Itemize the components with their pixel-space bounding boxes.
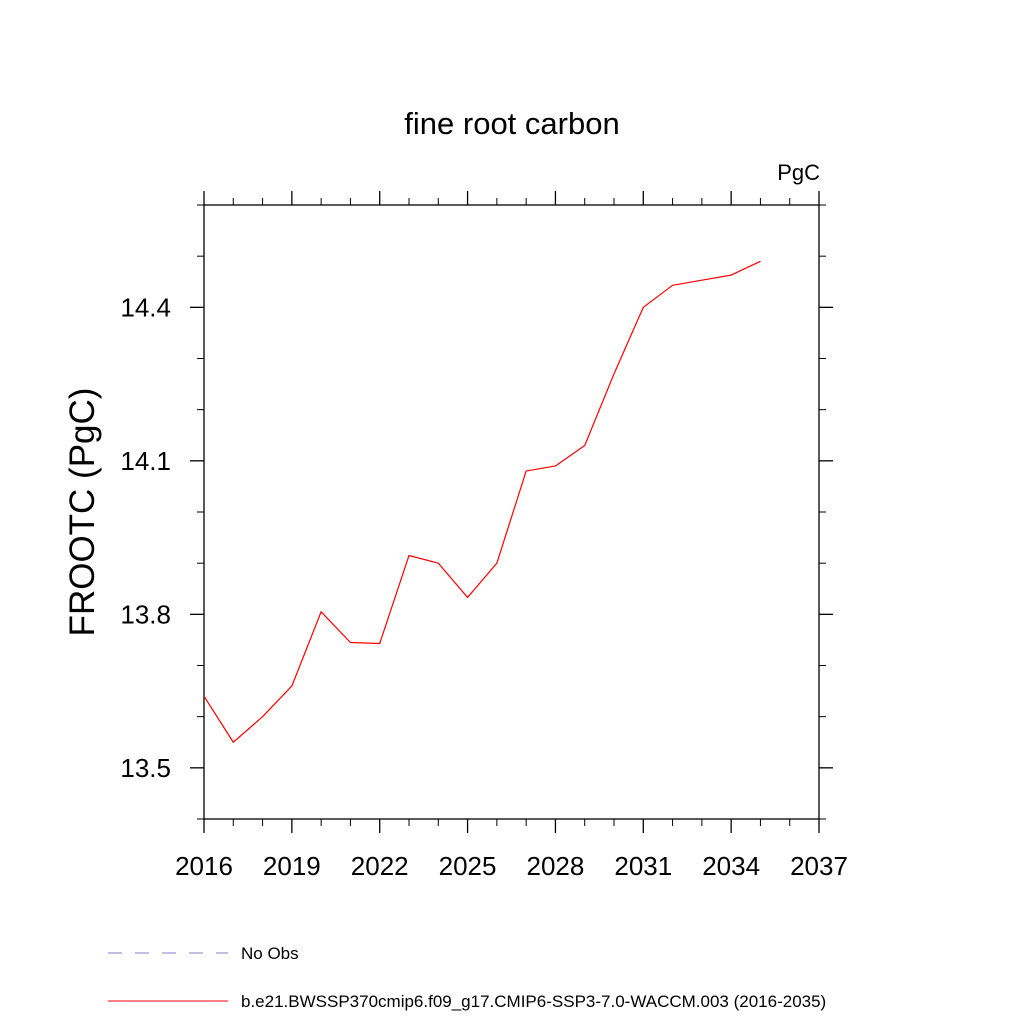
- plot-frame: [203, 204, 820, 820]
- x-tick-label-2019: 2019: [263, 851, 321, 881]
- x-tick-label-2028: 2028: [527, 851, 585, 881]
- legend: No Obs b.e21.BWSSP370cmip6.f09_g17.CMIP6-…: [108, 944, 826, 1011]
- x-tick-label-2022: 2022: [351, 851, 409, 881]
- legend-label-0: No Obs: [241, 944, 299, 963]
- units-label: PgC: [777, 160, 820, 185]
- y-tick-label-13.8: 13.8: [120, 599, 171, 629]
- y-tick-label-14.1: 14.1: [120, 446, 171, 476]
- series-line-0: [203, 260, 761, 743]
- chart-title: fine root carbon: [404, 106, 619, 141]
- y-tick-label-13.5: 13.5: [120, 753, 171, 783]
- axes: 2016 2019 2022 2025 2028 2031 2034 2037 13.5 13.8…: [120, 191, 848, 881]
- y-axis-label: FROOTC (PgC): [63, 388, 102, 637]
- x-tick-label-2037: 2037: [790, 851, 848, 881]
- y-tick-label-14.4: 14.4: [120, 292, 171, 322]
- x-tick-label-2016: 2016: [175, 851, 233, 881]
- x-tick-label-2034: 2034: [702, 851, 760, 881]
- series-layer: [203, 260, 761, 743]
- legend-label-1: b.e21.BWSSP370cmip6.f09_g17.CMIP6-SSP3-7…: [241, 992, 826, 1011]
- x-tick-label-2031: 2031: [614, 851, 672, 881]
- x-tick-label-2025: 2025: [439, 851, 497, 881]
